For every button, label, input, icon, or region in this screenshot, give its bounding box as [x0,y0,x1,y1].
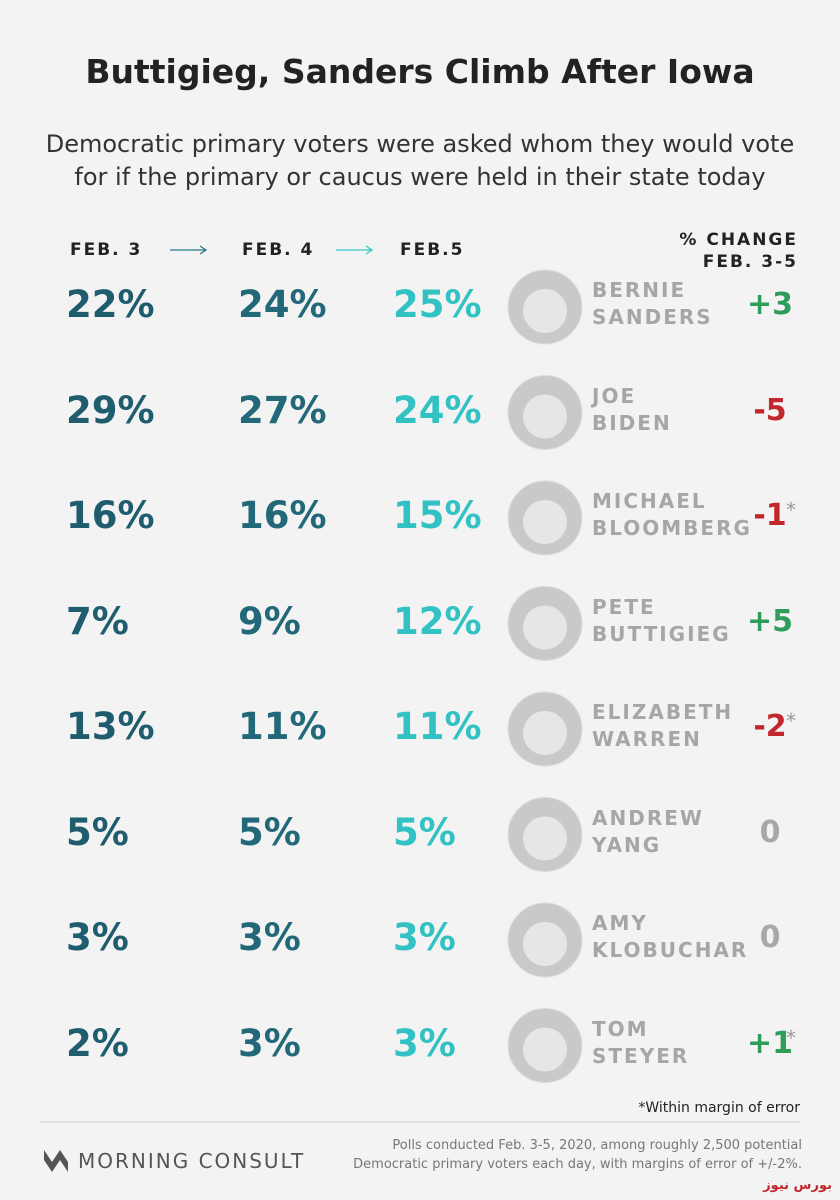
change: 0 [759,814,781,850]
photo-face [523,394,567,439]
change: -2 [753,709,787,744]
candidate-name: PETE [592,594,656,619]
logo-icon [44,1150,68,1172]
subtitle: Democratic primary voters were asked who… [45,130,795,158]
marker: * [786,498,796,522]
photo-face [523,816,567,861]
footnote: *Within margin of error [638,1100,800,1116]
candidate-name: MICHAEL [592,489,707,513]
percent: 22% [66,283,155,326]
percent: 3% [238,916,301,959]
percent: 9% [238,599,301,643]
candidate-name: BERNIE [592,278,687,302]
percent: 11% [393,705,482,748]
percent: 5% [393,810,456,854]
percent: 13% [66,705,155,748]
change: +3 [746,287,793,322]
watermark: بورس نیوز [763,1178,832,1193]
candidate-name: STEYER [592,1043,690,1068]
percent: 3% [393,916,456,959]
photo-face [523,500,567,544]
photo-face [523,922,567,966]
source: Democratic primary voters each day, with… [353,1157,802,1172]
candidate-name: BLOOMBERG [592,516,752,540]
percent: 29% [66,388,155,432]
candidate-name: BIDEN [592,410,672,435]
change: +5 [746,603,793,639]
percent: 2% [66,1021,129,1065]
candidate-name: ELIZABETH [592,700,734,724]
percent: 5% [66,810,129,854]
percent: 5% [238,810,301,854]
candidate-name: YANG [592,832,662,857]
change-header: % CHANGE [679,230,798,250]
source: Polls conducted Feb. 3-5, 2020, among ro… [392,1138,802,1153]
candidate-name: KLOBUCHAR [592,938,749,962]
percent: 24% [393,388,482,432]
percent: 15% [393,494,482,537]
arrow [170,245,208,255]
change: -5 [753,392,787,428]
change: -1 [753,498,787,533]
photo-face [523,711,567,755]
candidate-name: TOM [592,1016,649,1041]
change: +1 [746,1025,793,1061]
candidate-name: JOE [592,383,637,408]
marker: * [786,709,796,733]
percent: 16% [66,494,155,537]
change-header: FEB. 3-5 [702,252,798,272]
logo-text: MORNING CONSULT [78,1149,306,1173]
photo-face [523,289,567,333]
title: Buttigieg, Sanders Climb After Iowa [85,52,755,91]
percent: 25% [393,283,482,326]
photo-face [523,1027,567,1072]
column-header: FEB. 3 [70,240,143,260]
candidate-name: WARREN [592,727,702,751]
marker: * [786,1025,796,1050]
candidate-name: ANDREW [592,805,704,830]
percent: 3% [393,1021,456,1065]
percent: 3% [66,916,129,959]
candidate-name: AMY [592,911,648,935]
photo-face [523,605,567,650]
arrow [336,245,374,255]
column-header: FEB. 4 [242,240,315,260]
subtitle: for if the primary or caucus were held i… [74,163,766,191]
percent: 12% [393,599,482,643]
percent: 24% [238,283,327,326]
candidate-name: SANDERS [592,305,713,329]
percent: 16% [238,494,327,537]
percent: 7% [66,599,129,643]
percent: 27% [238,388,327,432]
percent: 3% [238,1021,301,1065]
column-header: FEB.5 [400,240,465,260]
percent: 11% [238,705,327,748]
change: 0 [759,920,781,955]
candidate-name: BUTTIGIEG [592,621,731,646]
